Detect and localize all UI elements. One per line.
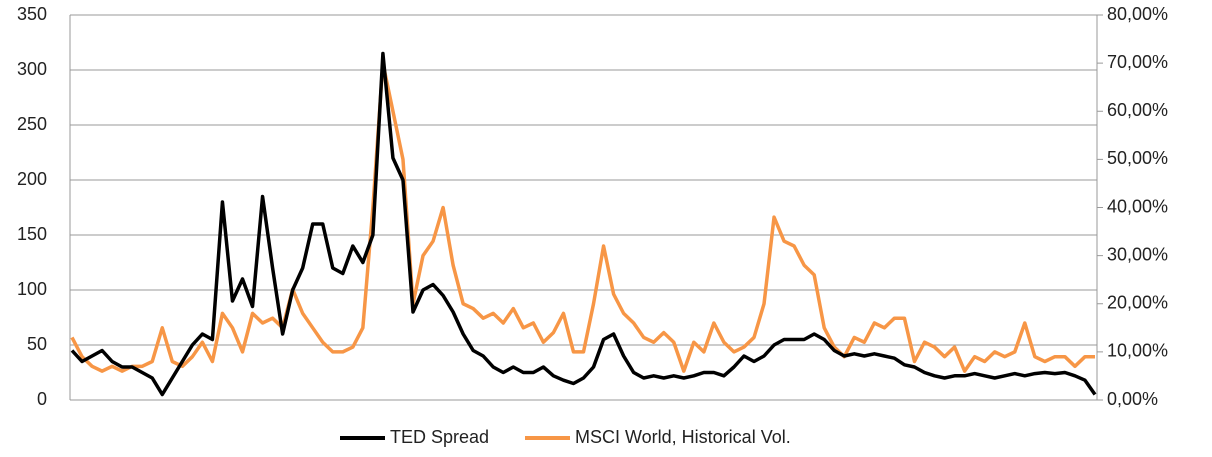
y-tick-label: 300 xyxy=(17,59,47,79)
series-line xyxy=(70,51,1097,397)
y2-tick-label: 10,00% xyxy=(1107,341,1168,361)
y2-tick-label: 50,00% xyxy=(1107,148,1168,168)
y-tick-label: 100 xyxy=(17,279,47,299)
y2-tick-label: 20,00% xyxy=(1107,293,1168,313)
y2-tick-label: 0,00% xyxy=(1107,389,1158,409)
y-tick-label: 200 xyxy=(17,169,47,189)
y2-tick-label: 70,00% xyxy=(1107,52,1168,72)
y-tick-label: 150 xyxy=(17,224,47,244)
y-tick-label: 0 xyxy=(37,389,47,409)
y2-tick-label: 30,00% xyxy=(1107,244,1168,264)
y2-tick-label: 60,00% xyxy=(1107,100,1168,120)
legend-label: TED Spread xyxy=(390,427,489,447)
legend-label: MSCI World, Historical Vol. xyxy=(575,427,791,447)
y-tick-label: 50 xyxy=(27,334,47,354)
y-tick-label: 350 xyxy=(17,4,47,24)
series-line xyxy=(70,61,1095,373)
y2-tick-label: 40,00% xyxy=(1107,196,1168,216)
y2-tick-label: 80,00% xyxy=(1107,4,1168,24)
y-tick-label: 250 xyxy=(17,114,47,134)
